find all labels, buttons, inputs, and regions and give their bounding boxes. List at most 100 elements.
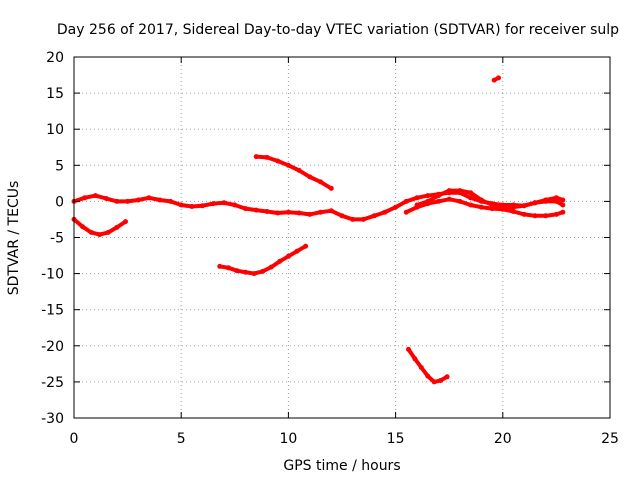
data-point [253,154,259,160]
y-tick-label: -30 [41,411,64,427]
data-point [457,188,463,194]
data-point [521,203,527,209]
data-point [468,195,474,201]
x-tick-label: 10 [279,431,297,447]
y-tick-label: -15 [41,303,64,319]
data-point [543,197,549,203]
y-tick-label: -25 [41,375,64,391]
data-point [478,197,484,203]
data-point [521,211,527,217]
x-tick-label: 20 [494,431,512,447]
data-point [307,174,313,180]
data-point [414,202,420,208]
data-point [157,197,163,203]
data-point [318,179,324,185]
data-point [553,195,559,201]
data-point [532,213,538,219]
y-tick-label: -10 [41,267,64,283]
data-point [146,195,152,201]
y-axis-label: SDTVAR / TECUs [6,181,22,296]
data-point [285,162,291,168]
data-point [360,216,366,222]
data-point [303,243,309,249]
chart-title: Day 256 of 2017, Sidereal Day-to-day VTE… [57,22,619,38]
data-point [406,346,411,352]
y-tick-label: 10 [46,122,64,138]
data-point [425,373,431,379]
data-point [253,207,259,213]
data-point [285,253,291,259]
data-point [418,365,424,370]
series-arc-lower [217,243,309,277]
data-point [294,248,300,254]
data-point [189,204,195,209]
data-point [234,268,240,274]
x-axis-label: GPS time / hours [283,458,400,474]
data-point [103,196,109,201]
series-band-early [71,216,128,238]
data-point [543,213,549,219]
data-point [393,204,399,210]
data-point [489,206,495,212]
y-axis-ticks: -30 -25 -20 -15 -10 -5 0 5 10 15 20 [41,50,610,427]
data-point [251,271,257,277]
data-point [382,209,388,215]
data-point [275,158,281,164]
data-point [446,188,452,194]
data-point [500,204,506,210]
data-point [217,263,223,269]
data-point [457,198,463,204]
data-point [225,265,231,271]
data-point [243,269,248,275]
data-point [489,202,495,208]
data-point [318,209,324,215]
data-point [232,202,238,208]
y-tick-label: -5 [50,231,64,247]
y-tick-label: -20 [41,339,64,355]
data-point [123,219,128,225]
data-point [468,202,474,208]
data-point [135,197,141,203]
data-point [125,198,131,204]
data-point [210,201,216,207]
data-point [403,198,409,204]
y-tick-label: 15 [46,86,64,102]
data-point [268,264,274,270]
y-tick-label: 20 [46,50,64,66]
y-tick-label: 0 [55,194,64,210]
data-point [414,195,420,201]
data-point [105,229,111,235]
series-arc-deep [406,346,450,385]
data-point [431,379,437,385]
data-point [221,200,227,206]
data-point [82,195,88,201]
data-point [532,200,538,206]
data-point [436,193,441,199]
data-point [277,258,283,264]
series-line [404,197,565,218]
data-point [339,213,345,219]
data-series [71,75,566,385]
data-point [178,202,184,208]
data-point [468,190,474,196]
series-arc-upper [253,154,334,191]
data-point [444,374,450,380]
data-point [114,198,120,204]
data-point [371,213,377,219]
data-point [80,224,86,230]
data-point [328,208,334,214]
data-point [425,193,431,199]
x-tick-label: 25 [601,431,619,447]
data-point [114,224,120,230]
data-point [264,154,270,160]
data-point [285,209,291,215]
data-point [478,204,484,210]
data-point [88,229,94,235]
data-point [438,378,444,383]
data-point [553,211,559,217]
data-point [243,206,248,212]
data-point [560,197,566,203]
y-tick-label: 5 [55,158,64,174]
data-point [511,209,516,214]
data-point [200,203,206,209]
